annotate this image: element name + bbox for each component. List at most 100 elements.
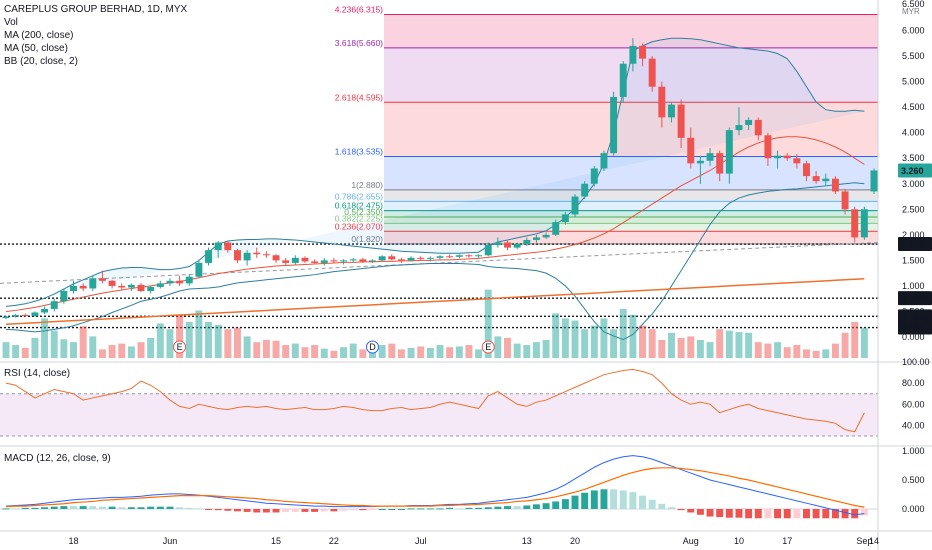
fib-label: 0.382(2.225) xyxy=(335,213,383,223)
candle-body xyxy=(619,63,627,97)
volume-bar xyxy=(465,345,473,358)
price-marker-badge xyxy=(898,320,932,335)
candle-body xyxy=(359,259,367,262)
fib-band xyxy=(384,201,878,211)
candle-body xyxy=(658,86,666,118)
legend-rsi[interactable]: RSI (14, close) xyxy=(4,368,71,379)
price-axis-top-label: 6.500 xyxy=(902,0,925,9)
candle-body xyxy=(224,242,232,251)
macd-histogram-bar xyxy=(359,509,367,511)
macd-histogram-bar xyxy=(812,509,820,519)
macd-histogram-bar xyxy=(185,507,193,509)
time-axis-label: 17 xyxy=(782,536,792,546)
candle-body xyxy=(494,242,502,246)
macd-histogram-bar xyxy=(735,509,743,518)
volume-bar xyxy=(407,347,415,358)
macd-pane[interactable] xyxy=(0,455,878,519)
candle-body xyxy=(571,196,579,215)
volume-bar xyxy=(320,348,328,358)
volume-bar xyxy=(70,342,77,358)
candle-body xyxy=(21,315,29,317)
volume-bar xyxy=(349,343,357,358)
time-axis-label: 13 xyxy=(522,536,532,546)
volume-bar xyxy=(166,329,174,358)
candle-body xyxy=(233,250,241,261)
volume-bar xyxy=(706,342,714,358)
legend-bb[interactable]: BB (20, close, 2) xyxy=(4,56,78,67)
candle-body xyxy=(523,239,531,245)
candle-body xyxy=(282,260,290,263)
macd-histogram-bar xyxy=(523,505,531,509)
price-pane[interactable]: 0(1.820) 0.236(2.070)0.382(2.225)0.5(2.35… xyxy=(0,4,879,358)
volume-bar xyxy=(831,343,839,358)
candle-body xyxy=(513,244,521,248)
candle-body xyxy=(253,252,261,255)
candle-body xyxy=(600,153,608,169)
volume-bar xyxy=(619,309,627,358)
time-axis-label: 20 xyxy=(570,536,580,546)
macd-histogram-bar xyxy=(803,509,810,519)
volume-bar xyxy=(677,337,685,358)
volume-bar xyxy=(860,327,868,358)
volume-bar xyxy=(687,336,695,358)
volume-bar xyxy=(156,323,164,358)
macd-axis-tick: 0.500 xyxy=(902,475,925,485)
candle-body xyxy=(378,256,386,261)
macd-histogram-bar xyxy=(745,509,753,519)
volume-bar xyxy=(291,343,299,358)
volume-bar xyxy=(484,289,492,358)
legend-vol[interactable]: Vol xyxy=(4,17,18,28)
candle-body xyxy=(349,259,357,261)
macd-histogram-bar xyxy=(60,506,68,509)
macd-histogram-bar xyxy=(696,509,704,515)
candle-body xyxy=(407,257,415,261)
macd-histogram-bar xyxy=(41,507,49,509)
macd-histogram-bar xyxy=(21,507,29,509)
macd-histogram-bar xyxy=(397,509,405,510)
legend-macd[interactable]: MACD (12, 26, close, 9) xyxy=(4,453,111,464)
volume-bar xyxy=(127,346,135,358)
volume-bar xyxy=(224,329,232,358)
candle-body xyxy=(388,256,396,260)
candle-body xyxy=(783,155,791,159)
price-axis-tick: 5.500 xyxy=(902,51,925,61)
volume-bar xyxy=(98,349,106,358)
time-axis-label: Aug xyxy=(683,536,699,546)
legend-ma50[interactable]: MA (50, close) xyxy=(4,43,68,54)
rsi-axis-tick: 100.00 xyxy=(902,357,930,367)
candle-body xyxy=(725,130,733,174)
candle-body xyxy=(320,260,328,263)
symbol-title[interactable]: CAREPLUS GROUP BERHAD, 1D, MYX xyxy=(4,4,188,15)
macd-histogram-bar xyxy=(465,507,473,509)
macd-histogram-bar xyxy=(426,508,434,510)
volume-bar xyxy=(41,318,49,358)
volume-bar xyxy=(523,345,531,358)
macd-histogram-bar xyxy=(513,506,521,509)
macd-histogram-bar xyxy=(214,509,222,511)
volume-bar xyxy=(725,330,733,358)
macd-histogram-bar xyxy=(233,509,241,512)
candle-body xyxy=(195,262,203,277)
candle-body xyxy=(561,214,569,223)
volume-bar xyxy=(841,332,849,358)
time-axis-label: 14 xyxy=(869,536,879,546)
candle-body xyxy=(50,301,58,309)
macd-histogram-bar xyxy=(311,509,319,512)
macd-histogram-bar xyxy=(224,509,232,511)
fib-label: 4.236(6.315) xyxy=(335,4,383,14)
macd-histogram-bar xyxy=(320,509,328,512)
volume-bar xyxy=(253,342,261,358)
volume-bar xyxy=(195,310,203,358)
rsi-axis-tick: 80.00 xyxy=(902,378,925,388)
price-marker-badge xyxy=(898,309,932,324)
candle-body xyxy=(831,178,839,192)
volume-bar xyxy=(513,343,521,358)
candle-body xyxy=(426,257,434,259)
volume-bar xyxy=(475,349,483,358)
legend-ma200[interactable]: MA (200, close) xyxy=(4,30,74,41)
rsi-pane[interactable] xyxy=(0,368,878,437)
fib-label: 1(2.880) xyxy=(351,180,383,190)
candle-body xyxy=(262,254,270,256)
candle-body xyxy=(2,316,10,319)
volume-bar xyxy=(185,322,193,358)
